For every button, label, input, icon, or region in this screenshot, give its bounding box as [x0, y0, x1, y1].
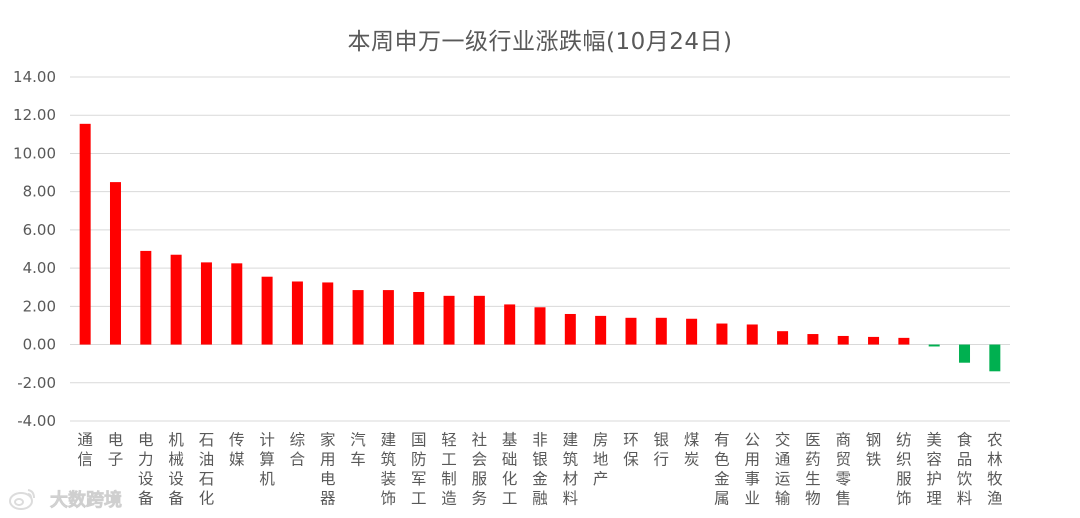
- x-tick-label: 房地产: [593, 431, 609, 488]
- watermark-text: 大数跨境: [50, 489, 122, 511]
- x-tick-label: 非银金融: [532, 431, 548, 508]
- gridlines: [70, 76, 1010, 422]
- bar: [140, 250, 152, 345]
- bar: [413, 292, 425, 345]
- x-tick-label: 交通运输: [775, 431, 791, 508]
- x-tick-label: 电子: [108, 431, 124, 469]
- watermark: 大数跨境: [6, 484, 156, 514]
- x-tick-label: 医药生物: [805, 431, 821, 508]
- x-tick-label: 钢铁: [866, 431, 882, 469]
- x-tick-label: 商贸零售: [835, 431, 851, 508]
- x-tick-label: 通信: [77, 431, 93, 469]
- x-tick-label: 美容护理: [926, 431, 942, 508]
- bar: [746, 324, 758, 345]
- bar: [291, 281, 303, 345]
- x-tick-label: 国防军工: [411, 431, 427, 508]
- bar: [534, 307, 546, 345]
- x-tick-label: 计算机: [259, 431, 275, 488]
- y-axis-ticks: 14.00 12.00 10.00 8.00 6.00 4.00 2.00 0.00 -2.00…: [13, 68, 56, 430]
- bar: [898, 337, 910, 345]
- x-tick-label: 电力设备: [138, 431, 154, 508]
- x-tick-label: 煤炭: [684, 431, 700, 469]
- bar: [322, 282, 334, 345]
- y-tick-label: 4.00: [23, 259, 56, 277]
- bar: [79, 123, 91, 345]
- bars: [79, 123, 1001, 372]
- bar: [595, 315, 607, 345]
- x-tick-label: 石油石化: [199, 431, 215, 508]
- bar: [928, 344, 940, 347]
- x-tick-label: 食品饮料: [957, 431, 973, 508]
- bar: [777, 331, 789, 345]
- bar: [109, 182, 121, 345]
- x-tick-label: 纺织服饰: [896, 431, 912, 508]
- bar: [625, 317, 637, 345]
- x-tick-label: 汽车: [350, 431, 366, 469]
- bar: [200, 262, 212, 345]
- x-tick-label: 银行: [654, 431, 670, 469]
- y-tick-label: -4.00: [17, 412, 56, 430]
- bar: [564, 313, 576, 345]
- bar: [504, 304, 516, 345]
- x-tick-label: 机械设备: [168, 431, 184, 508]
- x-tick-label: 轻工制造: [441, 431, 457, 508]
- chart-title: 本周申万一级行业涨跌幅(10月24日): [347, 29, 733, 55]
- x-tick-label: 基础化工: [502, 431, 518, 508]
- x-tick-label: 有色金属: [714, 431, 730, 508]
- bar: [807, 334, 819, 345]
- x-tick-label: 传媒: [229, 431, 245, 469]
- bar: [959, 344, 971, 363]
- y-tick-label: 12.00: [13, 106, 56, 124]
- bar: [989, 344, 1001, 372]
- bar: [716, 323, 728, 345]
- y-tick-label: 10.00: [13, 144, 56, 162]
- x-axis-ticks: 通信电子电力设备机械设备石油石化传媒计算机综合家用电器汽车建筑装饰国防军工轻工制…: [77, 431, 1003, 508]
- bar: [837, 335, 849, 345]
- x-tick-label: 社会服务: [472, 431, 488, 508]
- bar: [655, 317, 667, 345]
- bar: [686, 318, 698, 345]
- bar: [868, 336, 880, 345]
- x-tick-label: 建筑材料: [563, 431, 579, 508]
- y-tick-label: 2.00: [23, 297, 56, 315]
- bar: [473, 295, 485, 345]
- y-tick-label: 6.00: [23, 221, 56, 239]
- bar: [170, 254, 182, 345]
- x-tick-label: 建筑装饰: [381, 431, 397, 508]
- x-tick-label: 农林牧渔: [987, 431, 1003, 508]
- y-tick-label: 8.00: [23, 183, 56, 201]
- x-tick-label: 公用事业: [745, 431, 761, 508]
- bar: [443, 295, 455, 345]
- x-tick-label: 环保: [623, 431, 639, 469]
- x-tick-label: 综合: [290, 431, 306, 469]
- bar: [231, 263, 243, 345]
- y-tick-label: 14.00: [13, 68, 56, 86]
- bar: [261, 276, 273, 345]
- y-tick-label: -2.00: [17, 374, 56, 392]
- y-tick-label: 0.00: [23, 336, 56, 354]
- bar: [352, 290, 364, 345]
- weibo-logo-icon: [9, 489, 35, 510]
- x-tick-label: 家用电器: [320, 431, 336, 508]
- bar: [382, 290, 394, 345]
